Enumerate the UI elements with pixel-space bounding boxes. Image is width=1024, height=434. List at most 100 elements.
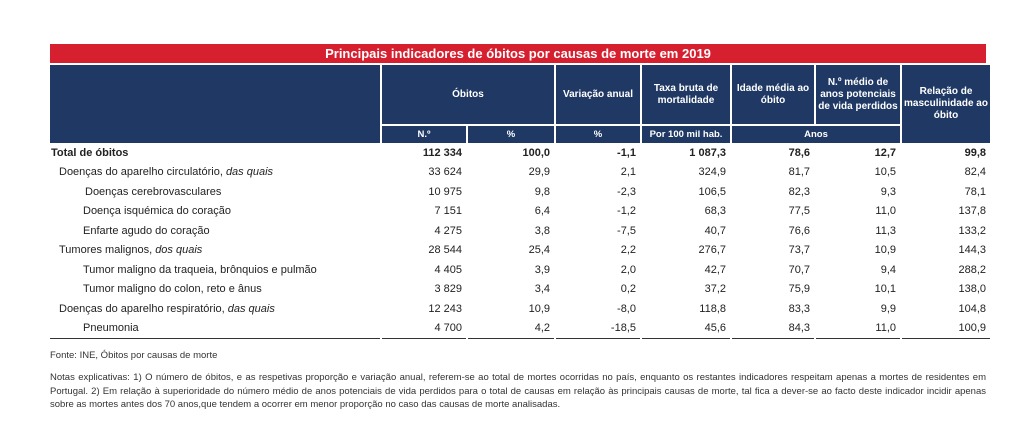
row-label: Tumores malignos, dos quais <box>50 241 380 261</box>
cell-anos: 11,0 <box>816 319 900 339</box>
header-row: Óbitos Variação anual Taxa bruta de mort… <box>50 65 990 143</box>
row-label-text: Doenças cerebrovasculares <box>85 185 222 198</box>
subheader-row: N.º % % Por 100 mil hab. Anos <box>50 124 990 143</box>
row-label: Doenças do aparelho respiratório, das qu… <box>50 299 380 319</box>
cell-var: 0,2 <box>620 283 636 296</box>
cell-anos: 9,9 <box>880 302 896 315</box>
cell-pct: 3,8 <box>534 224 550 237</box>
cell-taxa: 45,6 <box>642 319 730 339</box>
row-label: Doença isquémica do coração <box>50 202 380 222</box>
cell-idade: 83,3 <box>788 302 810 315</box>
cell-idade: 76,6 <box>788 224 810 237</box>
cell-pct: 3,4 <box>534 283 550 296</box>
table-title: Principais indicadores de óbitos por cau… <box>50 44 986 63</box>
header-variacao: Variação anual <box>556 65 640 124</box>
row-label: Doenças do aparelho circulatório, das qu… <box>50 163 380 183</box>
table-body: Total de óbitos 112 334 100,0 -1,1 1 087,3 78… <box>50 143 990 339</box>
row-label: Pneumonia <box>50 319 380 339</box>
cell-n: 7 151 <box>434 205 462 218</box>
cell-var: -8,0 <box>617 302 636 315</box>
cell-pct: 10,9 <box>528 302 550 315</box>
cell-idade: 78,6 <box>788 146 810 159</box>
cell-idade: 82,3 <box>788 185 810 198</box>
table-row: Tumor maligno da traqueia, brônquios e p… <box>50 260 990 280</box>
cell-taxa: 37,2 <box>704 283 726 296</box>
cell-var: -7,5 <box>617 224 636 237</box>
cell-var: -18,5 <box>556 319 640 339</box>
row-label-qualifier: das quais <box>227 302 275 315</box>
row-label: Doenças cerebrovasculares <box>50 182 380 202</box>
indicators-table-container: Principais indicadores de óbitos por cau… <box>50 44 990 339</box>
cell-pct: 4,2 <box>468 319 554 339</box>
cell-pct: 29,9 <box>528 166 550 179</box>
cell-idade: 70,7 <box>788 263 810 276</box>
cell-taxa: 40,7 <box>704 224 726 237</box>
row-label-text: Doenças do aparelho respiratório, <box>59 302 228 315</box>
row-label: Tumor maligno da traqueia, brônquios e p… <box>50 260 380 280</box>
cell-anos: 9,3 <box>880 185 896 198</box>
cell-var: 2,1 <box>620 166 636 179</box>
cell-n: 28 544 <box>428 244 462 257</box>
cell-anos: 11,3 <box>875 224 896 237</box>
cell-idade: 73,7 <box>788 244 810 257</box>
table-row: Doença isquémica do coração 7 151 6,4 -1,2 6… <box>50 202 990 222</box>
cell-rel: 138,0 <box>958 283 986 296</box>
cell-rel: 100,9 <box>902 319 990 339</box>
cell-pct: 6,4 <box>534 205 550 218</box>
table-row: Tumores malignos, dos quais 28 544 25,4 2,2… <box>50 241 990 261</box>
cell-rel: 144,3 <box>958 244 986 257</box>
table-row: Doenças do aparelho respiratório, das qu… <box>50 299 990 319</box>
row-label: Enfarte agudo do coração <box>50 221 380 241</box>
cell-var: 2,0 <box>620 263 636 276</box>
row-label-text: Tumores malignos, <box>59 244 156 257</box>
cell-pct: 3,9 <box>534 263 550 276</box>
cell-pct: 25,4 <box>528 244 550 257</box>
cell-rel: 78,1 <box>964 185 986 198</box>
cell-rel: 288,2 <box>958 263 986 276</box>
cell-n: 4 275 <box>434 224 462 237</box>
cell-taxa: 1 087,3 <box>689 146 726 159</box>
header-relacao: Relação de masculinidade ao óbito <box>902 65 990 143</box>
cell-idade: 84,3 <box>732 319 814 339</box>
header-idade: Idade média ao óbito <box>732 65 814 124</box>
row-label-text: Pneumonia <box>83 322 139 335</box>
cell-pct: 9,8 <box>534 185 550 198</box>
cell-n: 12 243 <box>428 302 462 315</box>
row-label-qualifier: dos quais <box>155 244 203 257</box>
table-row: Tumor maligno do colon, reto e ânus 3 829… <box>50 280 990 300</box>
row-label-text: Total de óbitos <box>51 146 129 159</box>
cell-anos: 12,7 <box>874 146 896 159</box>
cell-idade: 77,5 <box>788 205 810 218</box>
cell-n: 4 405 <box>434 263 462 276</box>
cell-n: 10 975 <box>428 185 462 198</box>
cell-var: -1,1 <box>617 146 636 159</box>
cell-anos: 11,0 <box>875 205 896 218</box>
cell-n: 112 334 <box>422 146 462 159</box>
cell-anos: 9,4 <box>880 263 896 276</box>
header-taxa: Taxa bruta de mortalidade <box>642 65 730 124</box>
cell-taxa: 118,8 <box>699 302 726 315</box>
cell-taxa: 324,9 <box>698 166 726 179</box>
subheader-per100: Por 100 mil hab. <box>642 124 730 143</box>
subheader-n: N.º <box>382 124 466 143</box>
cell-idade: 75,9 <box>788 283 810 296</box>
cell-rel: 82,4 <box>964 166 986 179</box>
source-note: Fonte: INE, Óbitos por causas de morte <box>50 350 218 361</box>
row-label-text: Enfarte agudo do coração <box>83 224 210 237</box>
cell-var: 2,2 <box>620 244 636 257</box>
cell-var: -2,3 <box>617 185 636 198</box>
cell-taxa: 42,7 <box>704 263 726 276</box>
table-row: Total de óbitos 112 334 100,0 -1,1 1 087,3 78… <box>50 143 990 163</box>
indicators-table: Óbitos Variação anual Taxa bruta de mort… <box>48 63 992 339</box>
subheader-pct: % <box>468 124 554 143</box>
cell-var: -1,2 <box>617 205 636 218</box>
cell-n: 4 700 <box>382 319 466 339</box>
cell-rel: 99,8 <box>964 146 986 159</box>
explanatory-notes: Notas explicativas: 1) O número de óbito… <box>50 372 986 410</box>
header-blank-cell <box>50 65 380 143</box>
table-row: Doenças do aparelho circulatório, das qu… <box>50 163 990 183</box>
row-label: Total de óbitos <box>50 143 380 163</box>
subheader-anos: Anos <box>732 124 900 143</box>
row-label: Tumor maligno do colon, reto e ânus <box>50 280 380 300</box>
header-anos-perdidos: N.º médio de anos potenciais de vida per… <box>816 65 900 124</box>
